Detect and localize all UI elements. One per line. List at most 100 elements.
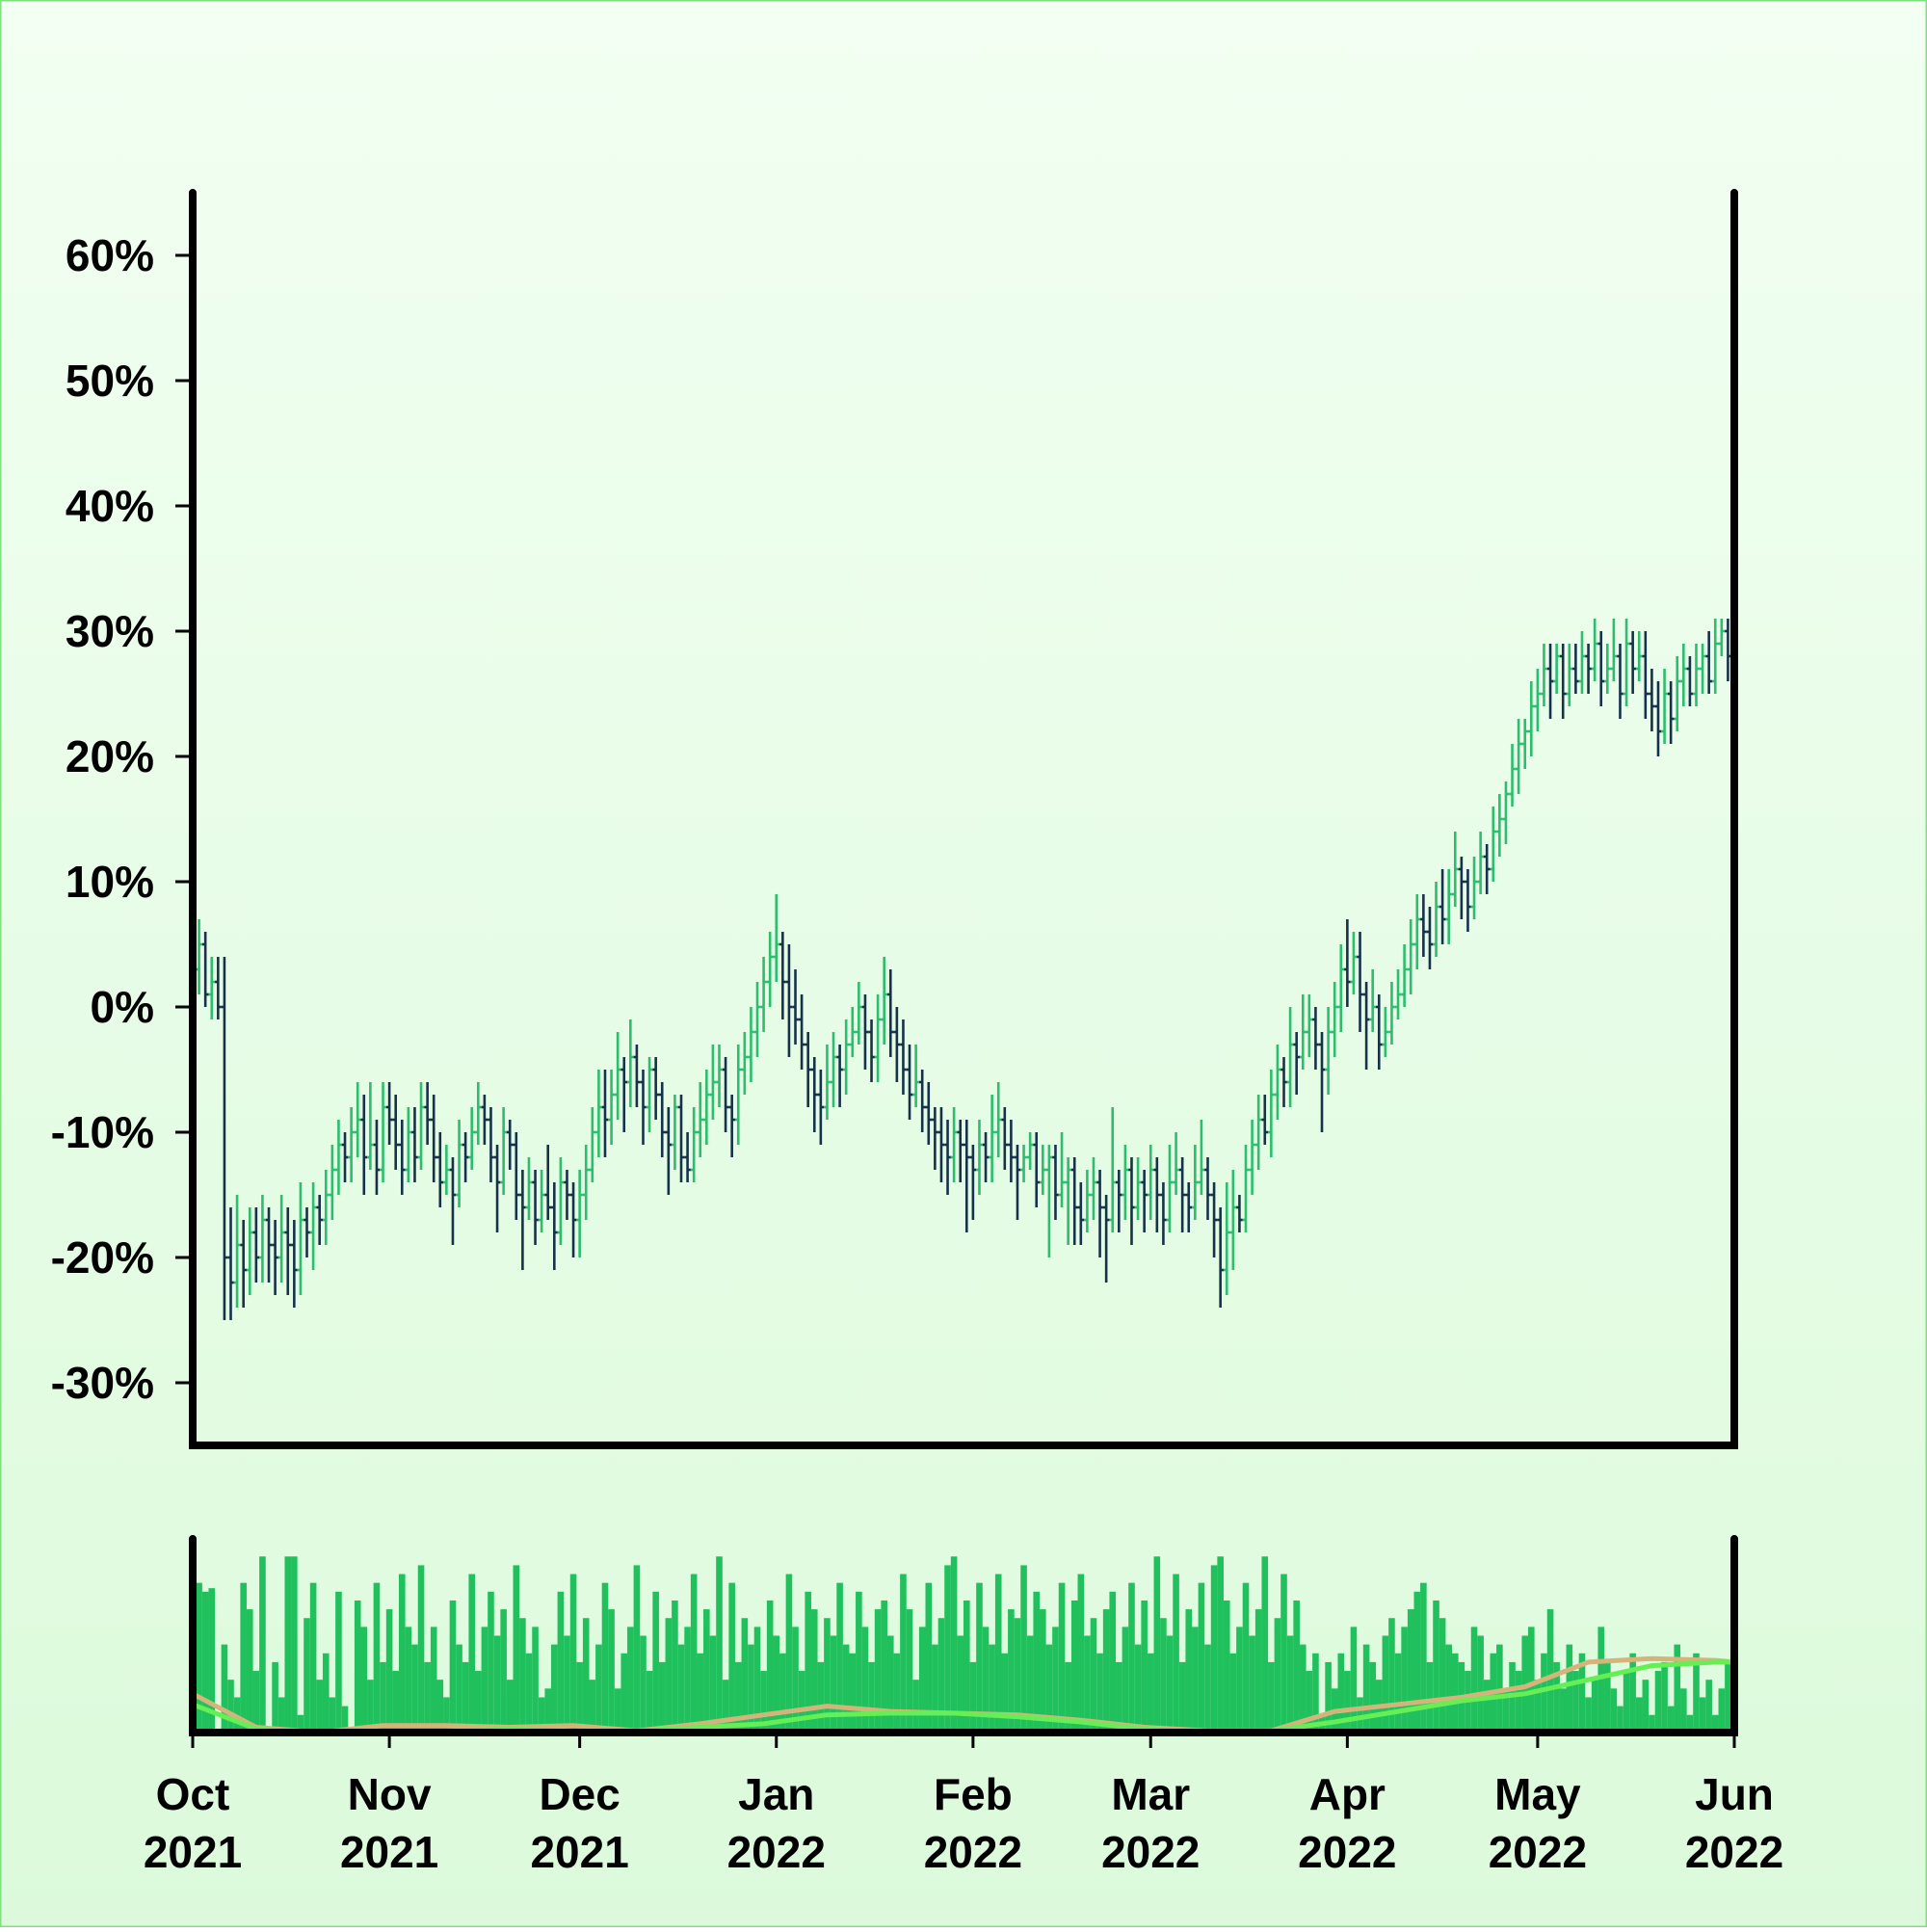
volume-bar	[690, 1574, 698, 1733]
volume-bar	[1401, 1627, 1408, 1733]
volume-bar	[1147, 1653, 1154, 1733]
volume-bar	[881, 1600, 887, 1733]
volume-bar	[1483, 1680, 1491, 1733]
x-tick-label-line: Nov	[348, 1769, 432, 1819]
x-tick-label: Mar 2022	[1101, 1769, 1200, 1877]
x-tick-label: Jun 2022	[1685, 1769, 1783, 1877]
volume-bar	[1553, 1661, 1560, 1733]
volume-bar	[576, 1661, 583, 1733]
x-tick-label: Feb 2022	[924, 1769, 1022, 1877]
volume-bar	[950, 1556, 958, 1733]
volume-bar	[1261, 1556, 1269, 1733]
volume-bar	[1058, 1582, 1066, 1733]
volume-bar	[449, 1600, 457, 1733]
volume-bar	[1362, 1644, 1370, 1733]
volume-bar	[329, 1697, 336, 1733]
volume-bar	[1388, 1618, 1395, 1733]
volume-bar	[1065, 1661, 1071, 1733]
volume-bar	[906, 1609, 913, 1733]
volume-bar	[1192, 1627, 1199, 1733]
volume-bar	[677, 1644, 685, 1733]
volume-bar	[1541, 1653, 1547, 1733]
volume-bar	[1274, 1618, 1281, 1733]
volume-bar	[272, 1661, 278, 1733]
x-tick-label-line: 2022	[924, 1827, 1022, 1877]
volume-bar	[824, 1618, 831, 1733]
volume-bar	[304, 1618, 310, 1733]
volume-bar	[989, 1644, 995, 1733]
volume-bar	[734, 1661, 742, 1733]
volume-bar	[1229, 1653, 1237, 1733]
volume-bar	[557, 1591, 565, 1733]
volume-bar	[665, 1618, 673, 1733]
volume-bar	[398, 1574, 406, 1733]
volume-bar	[1096, 1653, 1103, 1733]
volume-bar	[1667, 1706, 1675, 1733]
volume-bar	[1166, 1635, 1174, 1733]
volume-bar	[861, 1627, 869, 1733]
volume-bar	[443, 1697, 450, 1733]
volume-bar	[1052, 1627, 1059, 1733]
volume-bar	[1617, 1706, 1623, 1733]
volume-bar	[1610, 1688, 1618, 1733]
volume-bar	[1369, 1661, 1376, 1733]
y-tick-label: 60%	[66, 230, 154, 280]
volume-bar	[652, 1591, 659, 1733]
volume-bar	[640, 1635, 647, 1733]
volume-bar	[252, 1671, 260, 1733]
volume-bar	[1350, 1627, 1358, 1733]
volume-bar	[1217, 1556, 1224, 1733]
volume-bar	[1040, 1609, 1046, 1733]
volume-bar	[221, 1644, 228, 1733]
volume-bar	[798, 1671, 805, 1733]
volume-bar	[1680, 1688, 1687, 1733]
volume-bar	[1070, 1600, 1078, 1733]
volume-bar	[380, 1661, 386, 1733]
volume-bar	[1090, 1618, 1097, 1733]
volume-bar	[1445, 1644, 1452, 1733]
volume-bar	[1394, 1653, 1402, 1733]
volume-bar	[240, 1582, 247, 1733]
volume-bar	[500, 1609, 507, 1733]
volume-bar	[1337, 1653, 1345, 1733]
volume-bar	[430, 1627, 437, 1733]
x-tick-label-line: 2021	[530, 1827, 628, 1877]
volume-bar	[1116, 1661, 1122, 1733]
x-tick-label: Oct 2021	[144, 1769, 242, 1877]
volume-bar	[1496, 1644, 1503, 1733]
volume-bar	[1559, 1688, 1567, 1733]
volume-bar	[1210, 1565, 1218, 1733]
volume-bar	[900, 1574, 907, 1733]
volume-bar	[672, 1600, 678, 1733]
volume-bar	[1198, 1582, 1205, 1733]
volume-bar	[1357, 1697, 1363, 1733]
volume-bar	[886, 1635, 894, 1733]
volume-bar	[392, 1671, 399, 1733]
volume-bar	[1451, 1653, 1459, 1733]
volume-bar	[964, 1600, 970, 1733]
volume-bar	[309, 1582, 317, 1733]
volume-bar	[703, 1609, 710, 1733]
x-tick-label-line: Mar	[1111, 1769, 1190, 1819]
volume-bar	[1312, 1653, 1319, 1733]
volume-bar	[849, 1653, 857, 1733]
volume-bar	[322, 1653, 330, 1733]
volume-bar	[1546, 1609, 1554, 1733]
volume-bar	[1077, 1574, 1085, 1733]
x-tick-label-line: 2021	[144, 1827, 242, 1877]
volume-bar	[1236, 1627, 1243, 1733]
y-tick-label: 10%	[66, 857, 154, 907]
volume-bar	[722, 1680, 729, 1733]
volume-bar	[805, 1591, 811, 1733]
volume-bar	[1001, 1653, 1009, 1733]
volume-bar	[564, 1635, 570, 1733]
volume-bar	[1566, 1644, 1573, 1733]
volume-bar	[468, 1574, 476, 1733]
volume-bar	[1102, 1609, 1110, 1733]
volume-bar	[506, 1680, 514, 1733]
volume-bar	[246, 1609, 253, 1733]
volume-bar	[1173, 1574, 1179, 1733]
volume-bar	[1629, 1653, 1636, 1733]
volume-bar	[1026, 1635, 1034, 1733]
y-tick-label: -20%	[51, 1232, 154, 1283]
